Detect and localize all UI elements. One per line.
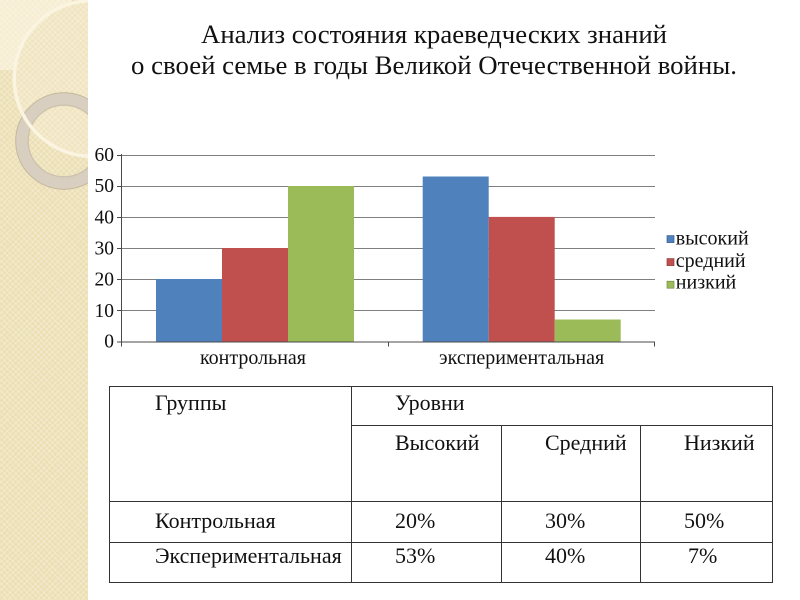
svg-text:низкий: низкий xyxy=(676,272,737,294)
svg-text:контрольная: контрольная xyxy=(200,347,306,369)
svg-text:0: 0 xyxy=(104,332,114,353)
svg-text:10: 10 xyxy=(95,301,115,322)
svg-text:50: 50 xyxy=(95,176,115,197)
svg-text:30: 30 xyxy=(95,239,115,260)
svg-text:средний: средний xyxy=(676,250,746,272)
svg-text:высокий: высокий xyxy=(676,228,749,250)
svg-text:40: 40 xyxy=(95,207,115,228)
svg-text:20: 20 xyxy=(95,270,115,291)
svg-text:экспериментальная: экспериментальная xyxy=(439,347,604,369)
svg-text:60: 60 xyxy=(95,145,115,166)
